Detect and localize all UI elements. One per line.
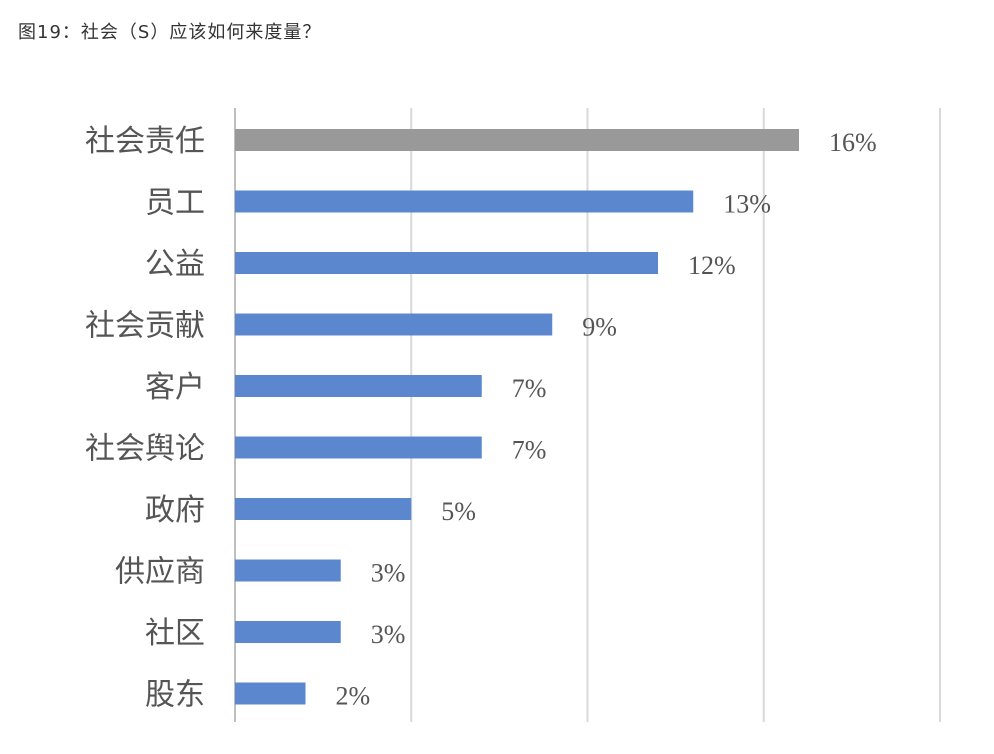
bar-8: [235, 559, 341, 582]
value-label: 9%: [582, 313, 617, 342]
value-label: 3%: [371, 559, 406, 588]
category-label: 股东: [145, 678, 205, 713]
value-label: 7%: [512, 436, 547, 465]
bar-6: [235, 436, 482, 459]
category-label: 社会贡献: [85, 309, 205, 344]
value-label: 7%: [512, 374, 547, 403]
category-label: 客户: [145, 370, 205, 405]
bar-1: [235, 129, 799, 151]
value-label: 16%: [829, 128, 877, 157]
category-label: 社会责任: [85, 124, 205, 159]
category-label: 社区: [145, 616, 205, 651]
value-label: 2%: [336, 682, 371, 711]
bar-7: [235, 498, 412, 520]
category-label: 公益: [145, 247, 205, 282]
value-label: 12%: [688, 251, 736, 280]
bar-9: [235, 621, 341, 643]
value-label: 3%: [371, 620, 406, 649]
category-label: 员工: [145, 186, 205, 221]
bar-2: [235, 190, 694, 213]
category-label: 社会舆论: [85, 432, 205, 467]
bar-10: [235, 682, 306, 705]
category-label: 政府: [145, 493, 205, 528]
value-label: 13%: [723, 190, 771, 219]
bar-4: [235, 313, 553, 336]
bar-3: [235, 252, 658, 274]
bar-5: [235, 375, 482, 397]
figure-title: 图19：社会（S）应该如何来度量？: [18, 22, 322, 43]
value-label: 5%: [441, 497, 476, 526]
category-label: 供应商: [115, 555, 205, 590]
